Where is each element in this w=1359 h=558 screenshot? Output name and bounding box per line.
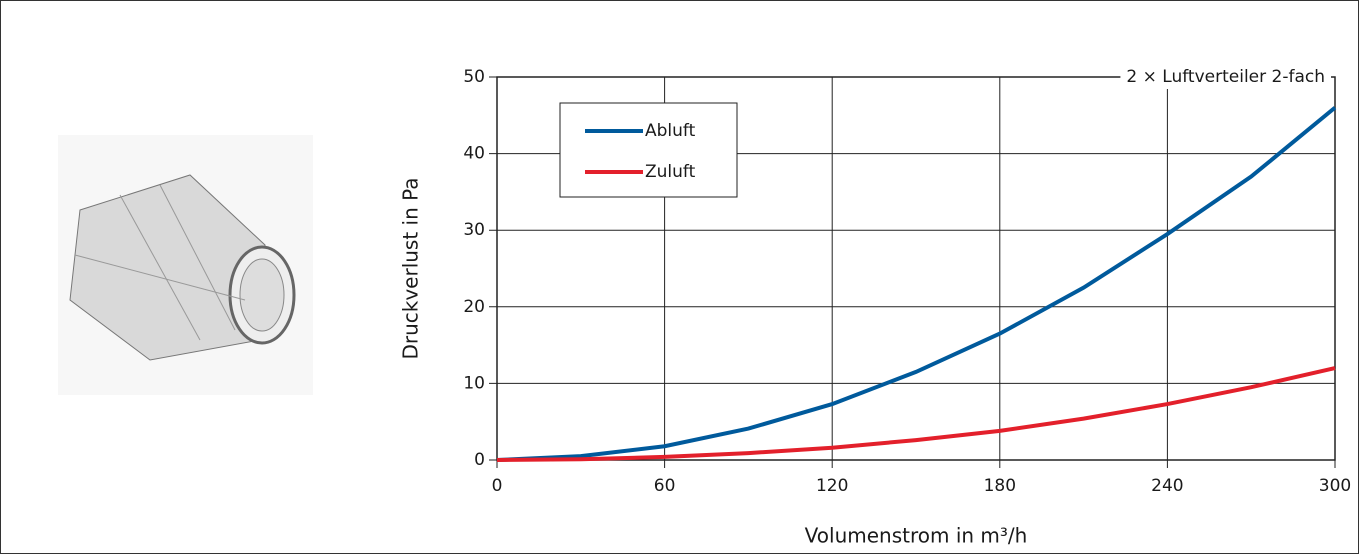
x-tick-label: 240 (1151, 476, 1183, 496)
y-tick-label: 40 (463, 144, 485, 164)
annotation-bg (1120, 65, 1331, 89)
x-tick-label: 0 (492, 476, 503, 496)
x-tick-label: 300 (1319, 476, 1351, 496)
x-tick-label: 120 (816, 476, 848, 496)
x-axis-label: Volumenstrom in m³/h (805, 524, 1028, 548)
y-tick-label: 20 (463, 297, 485, 317)
product-image (58, 135, 313, 395)
legend-label: Abluft (645, 121, 696, 141)
y-tick-label: 50 (463, 67, 485, 87)
line (496, 106, 1337, 462)
y-tick-label: 0 (474, 450, 485, 470)
annotation: 2 × Luftverteiler 2-fach (1126, 67, 1325, 87)
legend-label: Zuluft (645, 162, 696, 182)
y-tick-label: 30 (463, 220, 485, 240)
y-axis-label: Druckverlust in Pa (399, 177, 423, 359)
x-tick-label: 60 (654, 476, 676, 496)
legend-box (559, 102, 738, 198)
line (496, 366, 1336, 462)
x-tick-label: 180 (984, 476, 1016, 496)
y-tick-label: 10 (463, 373, 485, 393)
plot-border (496, 76, 1336, 461)
